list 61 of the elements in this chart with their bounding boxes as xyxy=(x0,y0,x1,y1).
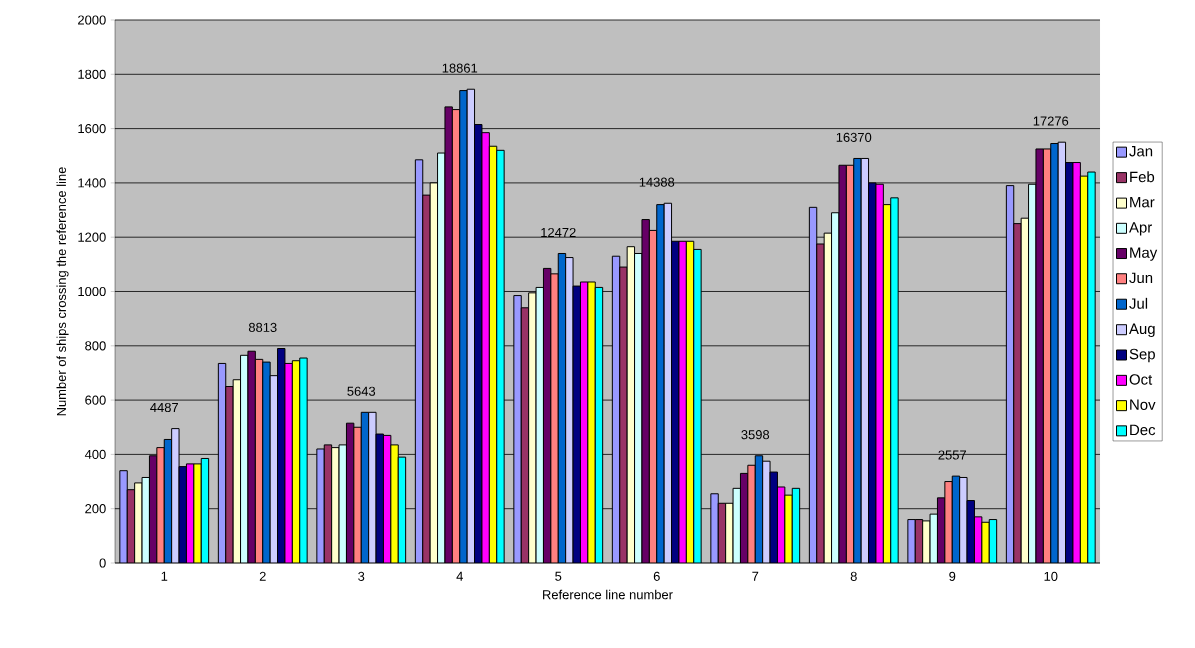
bar xyxy=(1013,223,1022,563)
legend-label: Jul xyxy=(1129,297,1148,309)
annotation: 12472 xyxy=(541,227,576,237)
bar xyxy=(816,243,825,563)
legend-label: Oct xyxy=(1129,374,1153,385)
legend-label: Feb xyxy=(1130,171,1155,183)
bar xyxy=(156,447,165,563)
bar xyxy=(496,149,505,563)
y-tick-label: 1600 xyxy=(78,124,106,134)
bar xyxy=(853,157,862,563)
y-tick-label: 200 xyxy=(85,504,106,514)
annotation: 18861 xyxy=(442,63,478,73)
x-tick-label: 4 xyxy=(456,571,463,581)
bar xyxy=(619,266,628,563)
legend-label: Nov xyxy=(1130,399,1156,410)
x-tick-label: 2 xyxy=(259,571,266,581)
legend-label: Sep xyxy=(1129,348,1155,363)
x-axis-title: Reference line number xyxy=(543,589,673,600)
bar xyxy=(459,90,468,563)
y-tick-label: 800 xyxy=(85,341,106,351)
bar xyxy=(656,204,665,563)
annotation: 8813 xyxy=(248,322,277,332)
bar xyxy=(262,361,271,563)
legend-label: Jan xyxy=(1129,146,1153,157)
legend-label: Mar xyxy=(1130,197,1155,208)
x-tick-label: 6 xyxy=(653,571,660,581)
bar xyxy=(1050,143,1059,563)
y-tick-label: 2000 xyxy=(78,15,106,25)
bar xyxy=(1087,171,1096,563)
bar xyxy=(422,194,431,563)
bar xyxy=(890,197,899,563)
legend-label: Apr xyxy=(1129,222,1152,236)
bar xyxy=(225,386,234,563)
annotation: 4487 xyxy=(150,402,178,413)
y-tick-label: 400 xyxy=(84,449,106,459)
annotation: 17276 xyxy=(1033,116,1069,126)
bar xyxy=(693,248,702,563)
y-tick-label: 0 xyxy=(99,558,106,568)
annotation: 14388 xyxy=(639,177,675,187)
y-tick-label: 1800 xyxy=(78,69,106,79)
y-tick-label: 1200 xyxy=(78,232,106,242)
x-tick-label: 7 xyxy=(752,571,759,581)
legend-label: Dec xyxy=(1130,424,1156,436)
y-tick-label: 600 xyxy=(85,395,106,405)
bar xyxy=(119,470,128,563)
y-tick-label: 1000 xyxy=(78,286,106,297)
x-tick-label: 9 xyxy=(949,571,956,581)
annotation: 3598 xyxy=(741,430,770,440)
x-tick-label: 10 xyxy=(1044,571,1058,581)
y-axis-title: Number of ships crossing the reference line xyxy=(56,167,69,416)
y-tick-label: 1400 xyxy=(78,178,106,188)
x-tick-label: 5 xyxy=(555,571,562,581)
legend-label: Jun xyxy=(1129,272,1153,284)
bar xyxy=(299,357,308,563)
legend-label: Aug xyxy=(1129,323,1155,337)
x-tick-label: 8 xyxy=(850,571,857,581)
annotation: 16370 xyxy=(836,132,872,142)
annotation: 5643 xyxy=(347,386,376,396)
x-tick-label: 1 xyxy=(161,571,168,581)
legend-label: May xyxy=(1130,247,1158,261)
x-tick-label: 3 xyxy=(358,571,365,581)
